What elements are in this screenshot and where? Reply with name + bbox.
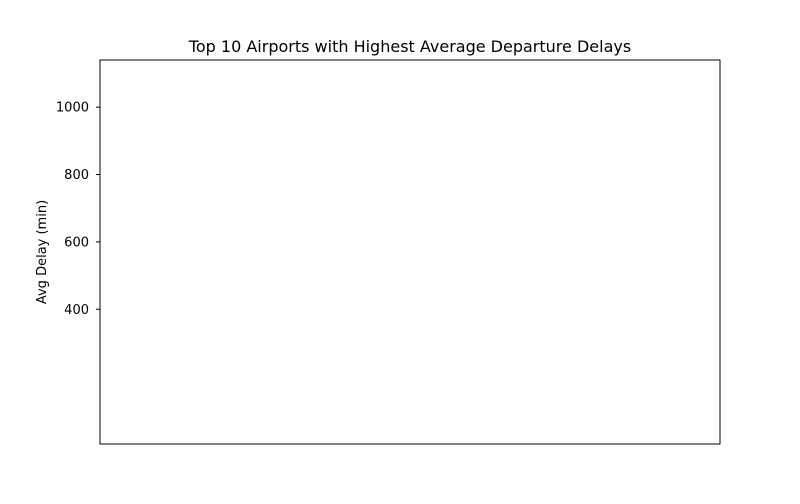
- y-tick-label: 600: [64, 235, 89, 250]
- y-axis-label: Avg Delay (min): [35, 200, 50, 304]
- y-tick-label: 1000: [56, 101, 89, 116]
- chart-title: Top 10 Airports with Highest Average Dep…: [188, 37, 631, 56]
- y-tick-label: 800: [64, 168, 89, 183]
- plot-area-frame: [99, 59, 721, 445]
- y-tick-label: 400: [64, 303, 89, 318]
- y-axis-ticks: 400 600 800 1000: [56, 101, 100, 318]
